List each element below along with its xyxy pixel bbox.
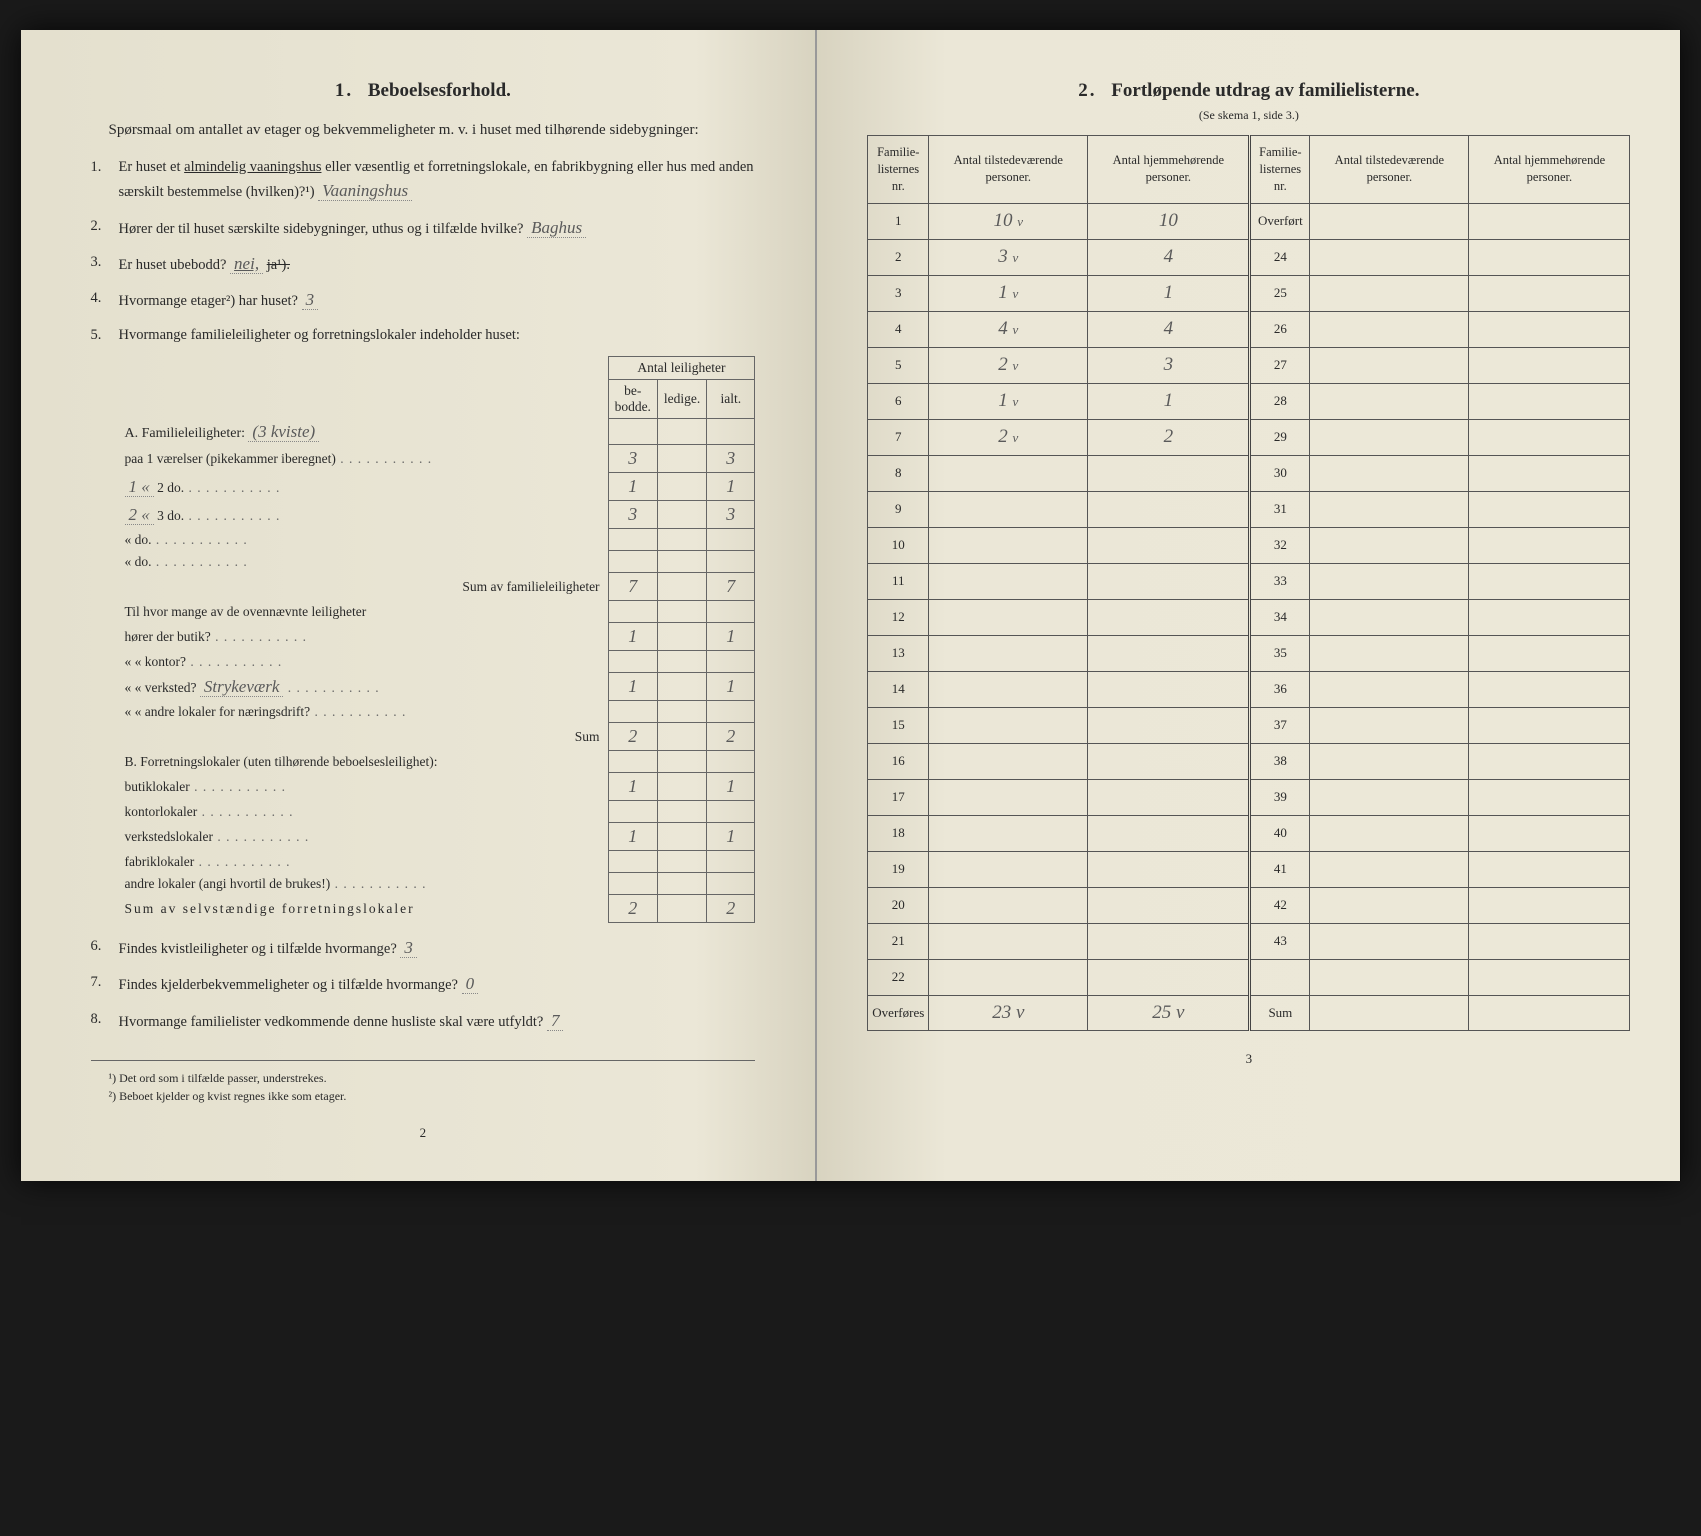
B-butik: butiklokaler11 xyxy=(119,773,755,801)
q3-nei: nei, xyxy=(230,254,263,274)
th-ledige: ledige. xyxy=(657,380,706,419)
section-2-text: Fortløpende utdrag av familielisterne. xyxy=(1111,80,1419,101)
q6-answer: 3 xyxy=(400,938,417,958)
mid-kontor: « « kontor? xyxy=(119,651,755,673)
fn1: ¹) Det ord som i tilfælde passer, unders… xyxy=(91,1069,756,1087)
B-sum: Sum av selvstændige forretningslokaler22 xyxy=(119,895,755,923)
A-sum: Sum av familieleiligheter77 xyxy=(119,573,755,601)
section-2-num: 2. xyxy=(1078,80,1096,101)
table-row: 31 v125 xyxy=(868,275,1630,311)
q1: 1. Er huset et almindelig vaaningshus el… xyxy=(91,156,756,205)
familielister-table: Familie- listernes nr. Antal tilstedevær… xyxy=(867,135,1630,1031)
mid-sum: Sum22 xyxy=(119,723,755,751)
q2-answer: Baghus xyxy=(527,218,586,238)
sum-label: Sum xyxy=(1250,995,1310,1030)
A-row-4: « do. xyxy=(119,529,755,551)
th-til-1: Antal tilstedeværende personer. xyxy=(929,136,1088,204)
th-ialt: ialt. xyxy=(707,380,755,419)
book-spread: 1. Beboelsesforhold. Spørsmaal om antall… xyxy=(21,30,1681,1181)
A-row-2: 1 « 2 do.11 xyxy=(119,473,755,501)
table-row: 1941 xyxy=(868,851,1630,887)
th-hjem-2: Antal hjemmehørende personer. xyxy=(1469,136,1630,204)
A-row-3: 2 « 3 do.33 xyxy=(119,501,755,529)
fn2: ²) Beboet kjelder og kvist regnes ikke s… xyxy=(91,1087,756,1105)
page-right: 2. Fortløpende utdrag av familielisterne… xyxy=(817,30,1680,1181)
table-row: 1335 xyxy=(868,635,1630,671)
table-footer: Overføres 23 v 25 v Sum xyxy=(868,995,1630,1030)
page-left: 1. Beboelsesforhold. Spørsmaal om antall… xyxy=(21,30,818,1181)
subcaption: (Se skema 1, side 3.) xyxy=(867,108,1630,123)
table-row: 1537 xyxy=(868,707,1630,743)
question-list: 1. Er huset et almindelig vaaningshus el… xyxy=(91,156,756,346)
th-antal: Antal leiligheter xyxy=(608,357,755,380)
table-row: 1436 xyxy=(868,671,1630,707)
foot-a: 23 v xyxy=(929,995,1088,1030)
table-row: 72 v229 xyxy=(868,419,1630,455)
table-row: 1032 xyxy=(868,527,1630,563)
table-row: 23 v424 xyxy=(868,239,1630,275)
q8-answer: 7 xyxy=(547,1011,564,1031)
table-row: 22 xyxy=(868,959,1630,995)
q7: 7. Findes kjelderbekvemmeligheter og i t… xyxy=(91,971,756,997)
table-row: 1133 xyxy=(868,563,1630,599)
th-bebodde: be- bodde. xyxy=(608,380,657,419)
B-kontor: kontorlokaler xyxy=(119,801,755,823)
table-row: 2143 xyxy=(868,923,1630,959)
q6: 6. Findes kvistleiligheter og i tilfælde… xyxy=(91,935,756,961)
table-row: 1638 xyxy=(868,743,1630,779)
q1-answer: Vaaningshus xyxy=(318,181,412,201)
q7-answer: 0 xyxy=(462,974,479,994)
B-fabrik: fabriklokaler xyxy=(119,851,755,873)
mid-verksted: « « verksted? Strykeværk11 xyxy=(119,673,755,701)
q5: 5. Hvormange familieleiligheter og forre… xyxy=(91,324,756,346)
table-row: 110 v10Overført xyxy=(868,203,1630,239)
foot-b: 25 v xyxy=(1088,995,1250,1030)
table-row: 931 xyxy=(868,491,1630,527)
overfores-label: Overføres xyxy=(868,995,929,1030)
table-row: 44 v426 xyxy=(868,311,1630,347)
q4: 4. Hvormange etager²) har huset? 3 xyxy=(91,287,756,313)
th-nr-1: Familie- listernes nr. xyxy=(868,136,929,204)
th-hjem-1: Antal hjemmehørende personer. xyxy=(1088,136,1250,204)
q4-answer: 3 xyxy=(302,290,319,310)
question-list-2: 6. Findes kvistleiligheter og i tilfælde… xyxy=(91,935,756,1034)
table-row: 830 xyxy=(868,455,1630,491)
section-2-title: 2. Fortløpende utdrag av familielisterne… xyxy=(867,80,1630,102)
q8: 8. Hvormange familielister vedkommende d… xyxy=(91,1008,756,1034)
th-til-2: Antal tilstedeværende personer. xyxy=(1310,136,1469,204)
section-1-text: Beboelsesforhold. xyxy=(368,80,511,101)
table-row: 52 v327 xyxy=(868,347,1630,383)
table-row: 1739 xyxy=(868,779,1630,815)
q3: 3. Er huset ubebodd? nei, ja¹). xyxy=(91,251,756,277)
A-row-1: paa 1 værelser (pikekammer iberegnet)33 xyxy=(119,445,755,473)
page-num-left: 2 xyxy=(91,1125,756,1141)
mid-andre: « « andre lokaler for næringsdrift? xyxy=(119,701,755,723)
q2: 2. Hører der til huset særskilte sidebyg… xyxy=(91,215,756,241)
A-row-5: « do. xyxy=(119,551,755,573)
table-row: 1840 xyxy=(868,815,1630,851)
table-body: 110 v10Overført23 v42431 v12544 v42652 v… xyxy=(868,203,1630,995)
page-num-right: 3 xyxy=(867,1051,1630,1067)
footnotes: ¹) Det ord som i tilfælde passer, unders… xyxy=(91,1060,756,1105)
q3-ja: ja¹). xyxy=(267,257,290,273)
leiligheter-table: Antal leiligheter be- bodde. ledige. ial… xyxy=(119,356,756,923)
table-row: 61 v128 xyxy=(868,383,1630,419)
mid-butik: hører der butik?11 xyxy=(119,623,755,651)
B-verksted: verkstedslokaler11 xyxy=(119,823,755,851)
B-andre: andre lokaler (angi hvortil de brukes!) xyxy=(119,873,755,895)
intro-text: Spørsmaal om antallet av etager og bekve… xyxy=(91,120,756,142)
table-row: 1234 xyxy=(868,599,1630,635)
section-1-num: 1. xyxy=(335,80,353,101)
table-row: 2042 xyxy=(868,887,1630,923)
section-1-title: 1. Beboelsesforhold. xyxy=(91,80,756,102)
inner-table-wrap: Antal leiligheter be- bodde. ledige. ial… xyxy=(119,356,756,923)
th-nr-2: Familie- listernes nr. xyxy=(1250,136,1310,204)
